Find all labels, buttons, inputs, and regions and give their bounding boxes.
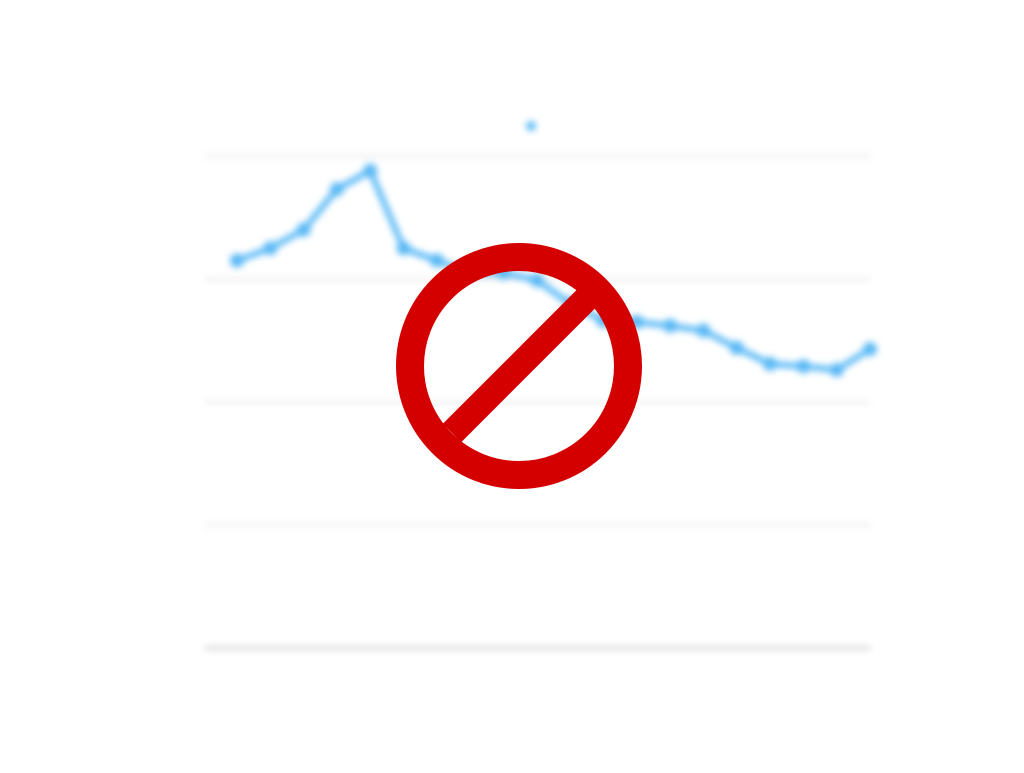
data-point xyxy=(296,222,311,237)
data-point xyxy=(796,359,811,374)
data-point xyxy=(329,182,344,197)
data-point xyxy=(463,265,478,280)
data-point xyxy=(529,273,544,288)
legend-marker xyxy=(526,121,536,131)
data-point xyxy=(663,318,678,333)
data-point xyxy=(429,253,444,268)
chart-series xyxy=(230,163,877,378)
data-point xyxy=(263,241,278,256)
data-point xyxy=(763,356,778,371)
data-point xyxy=(496,265,511,280)
data-point xyxy=(629,315,644,330)
data-point xyxy=(596,313,611,328)
data-point xyxy=(396,241,411,256)
data-point xyxy=(563,296,578,311)
chart-legend xyxy=(526,121,536,131)
data-point xyxy=(230,253,244,268)
data-point xyxy=(863,342,877,357)
data-point xyxy=(696,323,711,338)
data-point xyxy=(729,340,744,355)
data-point xyxy=(363,163,378,178)
data-point xyxy=(829,363,844,378)
series-line xyxy=(234,167,873,374)
